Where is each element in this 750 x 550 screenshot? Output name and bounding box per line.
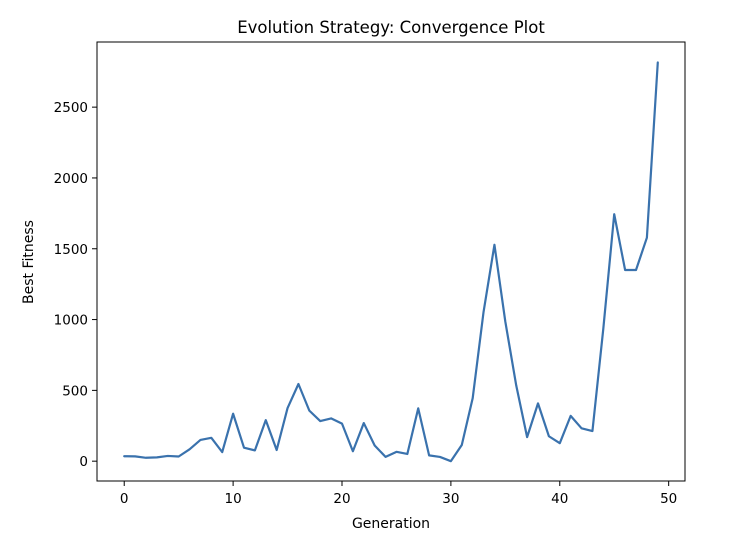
y-tick-label: 1000 <box>54 313 88 329</box>
x-tick-label: 40 <box>551 491 568 507</box>
x-tick-label: 10 <box>225 491 242 507</box>
y-tick-label: 2000 <box>54 171 88 187</box>
x-tick-label: 30 <box>442 491 459 507</box>
y-tick-label: 2500 <box>54 100 88 116</box>
y-axis-label: Best Fitness <box>21 220 37 304</box>
series-layer <box>123 61 659 463</box>
y-tick-label: 500 <box>62 383 88 399</box>
chart-title: Evolution Strategy: Convergence Plot <box>237 18 545 37</box>
plot-frame <box>96 41 686 482</box>
series-line <box>123 61 659 463</box>
x-axis-label: Generation <box>352 516 430 532</box>
x-tick-label: 20 <box>333 491 350 507</box>
x-tick-label: 0 <box>120 491 129 507</box>
x-tick-label: 50 <box>660 491 677 507</box>
y-tick-label: 0 <box>79 454 88 470</box>
y-tick-label: 1500 <box>54 242 88 258</box>
